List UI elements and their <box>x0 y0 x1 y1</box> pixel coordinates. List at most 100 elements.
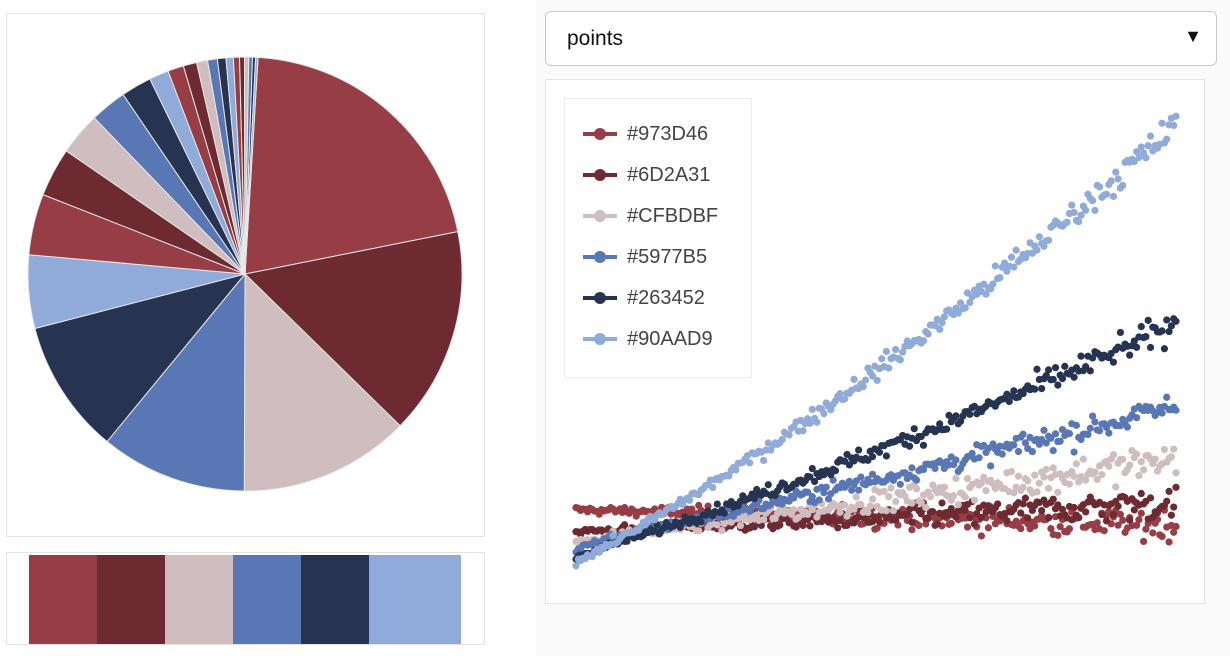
scatter-point <box>982 487 990 495</box>
scatter-point <box>713 500 721 508</box>
scatter-point <box>982 290 990 298</box>
scatter-point <box>843 521 851 529</box>
scatter-point <box>1137 143 1145 151</box>
scatter-point <box>790 494 798 502</box>
scatter-point <box>1089 196 1097 205</box>
scatter-point <box>1070 373 1078 381</box>
legend-label: #5977B5 <box>627 245 708 268</box>
scatter-point <box>1170 121 1178 130</box>
scatter-point <box>966 514 974 522</box>
legend-label: #CFBDBF <box>627 204 719 227</box>
scatter-point <box>695 527 703 535</box>
legend-item: #5977B5 <box>583 244 707 270</box>
scatter-point <box>1102 190 1111 198</box>
scatter-point <box>987 462 995 470</box>
legend-dot <box>594 169 606 181</box>
palette-strip-panel <box>6 552 485 645</box>
palette-swatch <box>369 555 461 644</box>
scatter-point <box>931 464 939 473</box>
scatter-point <box>1014 472 1023 480</box>
scatter-point <box>1040 473 1048 481</box>
legend-item: #CFBDBF <box>583 203 718 229</box>
scatter-point <box>806 522 814 530</box>
scatter-point <box>1051 430 1060 438</box>
scatter-chart <box>572 112 1180 570</box>
chart-type-select-value: points <box>567 27 624 50</box>
legend-label: #6D2A31 <box>627 163 711 186</box>
scatter-point <box>1031 385 1039 393</box>
scatter-point <box>936 420 944 428</box>
scatter-point <box>873 376 881 384</box>
scatter-point <box>899 348 907 356</box>
scatter-point <box>1089 354 1097 362</box>
scatter-point <box>1049 464 1057 472</box>
scatter-point <box>843 512 851 520</box>
scatter-point <box>1091 206 1099 215</box>
scatter-point <box>1033 488 1041 496</box>
scatter-point <box>1095 183 1104 191</box>
scatter-point <box>1133 148 1141 156</box>
scatter-point <box>859 383 867 391</box>
scatter-point <box>1112 483 1120 491</box>
scatter-point <box>1075 217 1083 226</box>
scatter-point <box>1133 414 1141 422</box>
scatter-point <box>1077 352 1085 360</box>
scatter-point <box>1116 510 1125 519</box>
scatter-point <box>908 518 916 526</box>
scatter-point <box>1065 480 1074 488</box>
scatter-point <box>852 493 860 501</box>
scatter-point <box>750 495 758 503</box>
scatter-point <box>1084 430 1092 439</box>
scatter-point <box>961 493 969 501</box>
scatter-point <box>760 515 768 524</box>
scatter-point <box>892 516 900 524</box>
scatter-point <box>1172 483 1180 491</box>
legend-marker-icon <box>583 333 617 345</box>
scatter-point <box>850 375 858 383</box>
scatter-point <box>1172 522 1180 531</box>
chart-type-select[interactable]: points ▼ <box>545 11 1217 66</box>
pie-slice <box>244 56 259 275</box>
scatter-point <box>1126 351 1134 359</box>
scatter-point <box>1054 531 1062 539</box>
scatter-point <box>1003 517 1011 525</box>
scatter-point <box>1102 517 1111 525</box>
scatter-point <box>621 521 629 529</box>
scatter-point <box>1019 483 1027 491</box>
scatter-point <box>1172 406 1180 414</box>
scatter-point <box>1082 476 1090 484</box>
scatter-point <box>1109 358 1118 366</box>
scatter-point <box>1017 509 1025 517</box>
scatter-point <box>868 372 877 380</box>
scatter-point <box>1007 253 1016 261</box>
scatter-point <box>1010 387 1018 395</box>
pie-slice <box>244 56 459 275</box>
scatter-point <box>732 466 740 474</box>
scatter-point <box>1167 453 1175 461</box>
scatter-point <box>950 491 958 500</box>
scatter-point <box>892 345 900 354</box>
scatter-point <box>1010 263 1018 271</box>
scatter-point <box>720 509 728 517</box>
scatter-point <box>1105 462 1113 470</box>
scatter-point <box>729 512 738 520</box>
scatter-point <box>956 299 965 307</box>
legend-item: #6D2A31 <box>583 162 710 188</box>
pie-slice <box>243 272 401 492</box>
scatter-point <box>799 427 807 435</box>
scatter-point <box>1019 430 1027 438</box>
scatter-point <box>785 431 793 439</box>
legend-item: #90AAD9 <box>583 326 713 352</box>
scatter-point <box>885 493 893 501</box>
scatter-point <box>896 480 904 488</box>
scatter-point <box>1165 487 1173 496</box>
scatter-point <box>1172 317 1180 325</box>
pie-chart-panel <box>6 13 485 537</box>
scatter-point <box>966 410 974 418</box>
scatter-point <box>908 464 916 472</box>
scatter-point <box>713 521 721 529</box>
scatter-point <box>1114 175 1122 183</box>
scatter-point <box>1021 439 1030 447</box>
scatter-point <box>952 412 960 420</box>
scatter-point <box>1146 343 1155 352</box>
